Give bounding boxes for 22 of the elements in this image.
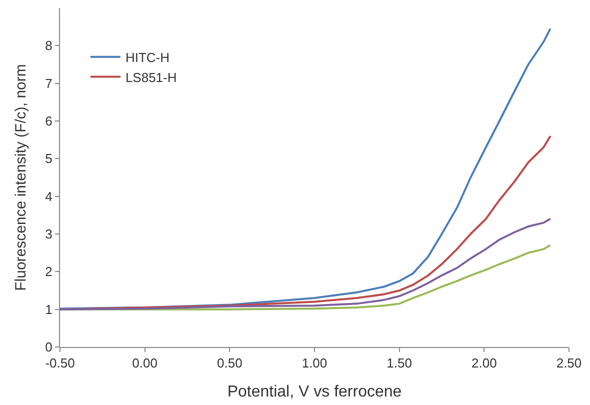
y-tick-label: 3 — [45, 226, 52, 242]
x-axis-title: Potential, V vs ferrocene — [227, 383, 402, 400]
y-tick-label: 8 — [45, 38, 52, 54]
legend-label: LS851-H — [125, 70, 177, 85]
y-tick-label: 4 — [45, 188, 52, 204]
x-tick-label: 2.50 — [556, 356, 582, 371]
y-tick-label: 7 — [45, 76, 52, 91]
x-tick-label: 0.50 — [217, 356, 242, 371]
y-tick-label: 2 — [45, 264, 52, 280]
x-tick-label: 0.00 — [132, 356, 158, 371]
line-series — [60, 218, 552, 310]
y-tick-label: 1 — [45, 302, 52, 317]
x-tick-label: 1.50 — [386, 356, 412, 371]
legend-label: HITC-H — [125, 50, 170, 65]
x-tick-label: -0.50 — [45, 356, 75, 371]
y-tick-label: 6 — [45, 114, 52, 129]
x-tick-label: 2.00 — [472, 356, 497, 371]
y-axis-title: Fluorescence intensity (F/c), norm — [12, 64, 30, 291]
line-series — [60, 28, 552, 310]
y-tick-label: 0 — [45, 340, 52, 355]
x-tick-label: 1.00 — [302, 356, 328, 371]
y-tick-label: 5 — [45, 151, 52, 166]
